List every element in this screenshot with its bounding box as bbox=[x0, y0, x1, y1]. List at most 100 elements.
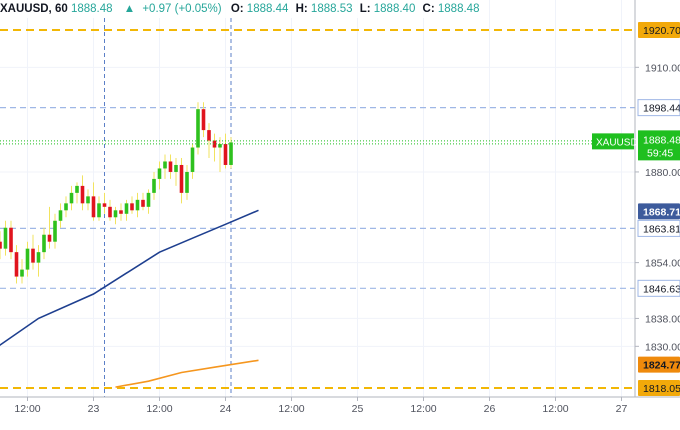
candle-body[interactable] bbox=[157, 168, 162, 179]
candle-body[interactable] bbox=[97, 203, 101, 218]
moving-average-line[interactable] bbox=[0, 209, 259, 360]
level-tag-bg bbox=[638, 380, 680, 396]
candle-body[interactable] bbox=[141, 199, 145, 207]
candle-body[interactable] bbox=[223, 144, 228, 165]
current-price-tag-bg bbox=[638, 130, 680, 161]
price-tick-label: 1854.00 bbox=[645, 258, 680, 270]
level-tag: 1818.05 bbox=[643, 383, 680, 395]
candle-body[interactable] bbox=[152, 178, 156, 193]
candle-body[interactable] bbox=[113, 210, 118, 218]
candle-body[interactable] bbox=[146, 192, 151, 207]
candle-body[interactable] bbox=[64, 203, 68, 211]
time-tick-label: 23 bbox=[88, 403, 100, 415]
candle-body[interactable] bbox=[108, 206, 112, 218]
candle-body[interactable] bbox=[47, 234, 52, 242]
legend-header: XAUUSD, 60 1888.48 ▲ +0.97 (+0.05%) O: 1… bbox=[0, 0, 488, 18]
level-tag-bg bbox=[638, 220, 680, 237]
candle-body[interactable] bbox=[102, 203, 107, 207]
level-tag: 1898.44 bbox=[643, 103, 680, 115]
candle-body[interactable] bbox=[0, 241, 2, 249]
time-tick-label: 12:00 bbox=[410, 403, 436, 415]
moving-average-tag: 1824.77 bbox=[643, 360, 680, 372]
last-price: 1888.48 bbox=[70, 3, 113, 15]
candle-body[interactable] bbox=[179, 164, 184, 193]
candle-body[interactable] bbox=[42, 234, 46, 253]
level-tag: 1920.70 bbox=[643, 25, 680, 37]
symbol-tag-bg bbox=[592, 133, 634, 150]
open-value: 1888.44 bbox=[246, 3, 289, 15]
candle-body[interactable] bbox=[196, 109, 200, 148]
price-tick-label: 1910.00 bbox=[645, 62, 680, 74]
close-label: C: bbox=[422, 3, 435, 15]
price-tick-label: 1838.00 bbox=[645, 313, 680, 325]
high-value: 1888.53 bbox=[310, 3, 353, 15]
level-tag-border bbox=[637, 99, 680, 117]
candle-body[interactable] bbox=[212, 140, 217, 148]
candle-body[interactable] bbox=[124, 203, 129, 214]
time-tick-label: 27 bbox=[616, 403, 628, 415]
candle-body[interactable] bbox=[135, 199, 140, 211]
price-tags: 1920.70 1898.44 1863.81 1846.63 1818.05 1868.… bbox=[592, 22, 680, 396]
moving-averages bbox=[0, 209, 259, 388]
time-tick-label: 12:00 bbox=[146, 403, 172, 415]
candle-body[interactable] bbox=[9, 227, 13, 253]
moving-average-line[interactable] bbox=[115, 359, 259, 388]
change-arrow-icon: ▲ bbox=[123, 3, 136, 15]
candle-body[interactable] bbox=[163, 161, 167, 169]
candle-body[interactable] bbox=[3, 227, 8, 249]
level-tag-border bbox=[637, 279, 680, 297]
candle-body[interactable] bbox=[69, 192, 74, 204]
level-tag-border bbox=[637, 219, 680, 237]
current-price-tag[interactable]: 1888.48 bbox=[643, 134, 680, 146]
candle-body[interactable] bbox=[185, 171, 189, 193]
countdown-tag: 59:45 bbox=[647, 147, 673, 159]
low-label: L: bbox=[359, 3, 371, 15]
candle-body[interactable] bbox=[86, 196, 90, 204]
candle-body[interactable] bbox=[36, 252, 41, 263]
horizontal-levels bbox=[0, 29, 635, 389]
level-tag-bg bbox=[638, 99, 680, 116]
time-tick-label: 12:00 bbox=[542, 403, 568, 415]
symbol-label[interactable]: XAUUSD, 60 bbox=[0, 3, 68, 15]
time-axis[interactable]: 12:00 23 12:00 24 12:00 25 12:00 26 12:00 27 bbox=[14, 397, 627, 415]
symbol-tag[interactable]: XAUUSD bbox=[596, 137, 638, 148]
candle-body[interactable] bbox=[229, 142, 233, 165]
candle-body[interactable] bbox=[31, 248, 35, 263]
candle-body[interactable] bbox=[207, 130, 211, 141]
candle-body[interactable] bbox=[58, 210, 63, 221]
candle-body[interactable] bbox=[20, 269, 24, 277]
moving-average-tag-bg bbox=[638, 356, 680, 373]
price-axis[interactable]: 1910.00 1880.00 1854.00 1838.00 1830.00 bbox=[635, 62, 680, 353]
level-tag: 1863.81 bbox=[643, 223, 680, 235]
level-tag: 1846.63 bbox=[643, 283, 680, 295]
time-tick-label: 24 bbox=[220, 403, 232, 415]
candle-body[interactable] bbox=[168, 161, 173, 172]
candle-body[interactable] bbox=[91, 196, 96, 218]
moving-average-tag: 1868.71 bbox=[643, 206, 680, 218]
vertical-markers bbox=[104, 18, 232, 397]
level-tag-bg bbox=[638, 280, 680, 297]
level-tag-bg bbox=[638, 22, 680, 38]
candle-body[interactable] bbox=[174, 164, 178, 172]
candle-body[interactable] bbox=[201, 109, 206, 131]
high-label: H: bbox=[295, 3, 308, 15]
price-tick-label: 1830.00 bbox=[645, 341, 680, 353]
candle-body[interactable] bbox=[25, 248, 30, 270]
candle-body[interactable] bbox=[130, 203, 134, 211]
candle-body[interactable] bbox=[80, 185, 85, 204]
candle-body[interactable] bbox=[75, 185, 79, 193]
candle-body[interactable] bbox=[218, 144, 222, 148]
grid-lines bbox=[0, 0, 635, 397]
time-tick-label: 12:00 bbox=[14, 403, 40, 415]
candle-body[interactable] bbox=[14, 252, 19, 277]
close-value: 1888.48 bbox=[437, 3, 480, 15]
candle-body[interactable] bbox=[190, 147, 195, 172]
price-change: +0.97 (+0.05%) bbox=[142, 3, 222, 15]
low-value: 1888.40 bbox=[373, 3, 416, 15]
candle-body[interactable] bbox=[53, 220, 57, 242]
price-tick-label: 1880.00 bbox=[645, 167, 680, 179]
time-tick-label: 12:00 bbox=[278, 403, 304, 415]
candle-body[interactable] bbox=[119, 210, 123, 214]
